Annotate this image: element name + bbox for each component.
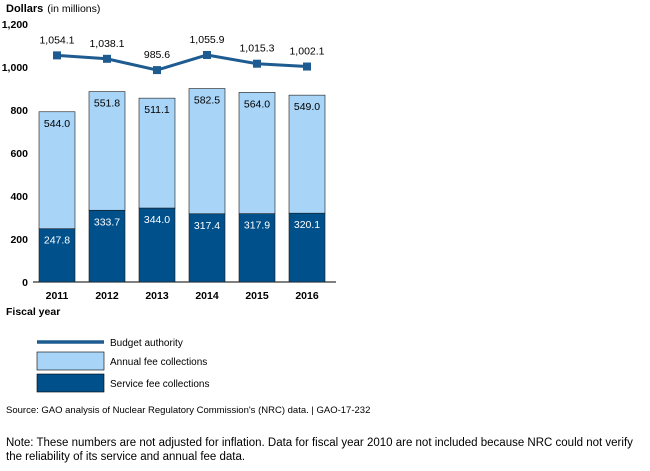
- bar-label-service-2012: 333.7: [94, 216, 120, 228]
- bar-annual-2013: [138, 97, 176, 209]
- bar-annual-2015: [238, 92, 276, 214]
- y-axis-label-main: Dollars: [6, 3, 43, 15]
- budget-line-path: [56, 53, 308, 72]
- y-tick-label: 200: [10, 234, 28, 246]
- bar-annual-2016: [288, 94, 326, 214]
- legend-label-annual: Annual fee collections: [110, 357, 207, 368]
- budget-label-2014: 1,055.9: [189, 34, 224, 46]
- legend: Budget authority Annual fee collections …: [36, 338, 210, 393]
- bar-label-service-2016: 320.1: [294, 219, 320, 231]
- bar-service-2011: [38, 228, 76, 283]
- legend-label-service: Service fee collections: [110, 379, 210, 390]
- source-line: Source: GAO analysis of Nuclear Regulato…: [6, 405, 370, 416]
- budget-label-2012: 1,038.1: [89, 38, 124, 50]
- x-category-2016: 2016: [295, 290, 319, 302]
- bar-service-2016: [288, 212, 326, 283]
- bar-service-2014: [188, 213, 226, 283]
- legend-label-budget: Budget authority: [110, 338, 183, 349]
- legend-swatch-service: [36, 373, 105, 393]
- budget-label-2013: 985.6: [144, 49, 170, 61]
- y-tick-label: 800: [10, 105, 28, 117]
- bar-label-annual-2015: 564.0: [244, 98, 270, 110]
- bar-label-service-2014: 317.4: [194, 220, 220, 232]
- bar-label-annual-2012: 551.8: [94, 98, 120, 110]
- budget-label-2016: 1,002.1: [289, 46, 324, 58]
- bar-annual-2012: [88, 91, 126, 211]
- budget-point-2012: [103, 54, 111, 63]
- bar-label-service-2013: 344.0: [144, 214, 170, 226]
- budget-label-2011: 1,054.1: [39, 34, 74, 46]
- bar-service-2015: [238, 213, 276, 283]
- bar-label-annual-2011: 544.0: [44, 118, 70, 130]
- bar-label-annual-2014: 582.5: [194, 95, 220, 107]
- budget-point-2016: [303, 62, 311, 71]
- y-axis-label: Dollars (in millions): [6, 3, 100, 15]
- budget-point-2011: [53, 51, 61, 60]
- y-tick-label: 1,000: [2, 62, 28, 74]
- bar-label-service-2011: 247.8: [44, 235, 70, 247]
- x-category-2015: 2015: [245, 290, 269, 302]
- y-tick-label: 600: [10, 148, 28, 160]
- budget-point-2013: [153, 66, 161, 75]
- bar-service-2013: [138, 207, 176, 283]
- x-categories: 2011 2012 2013 2014 2015 2016: [46, 290, 319, 302]
- y-tick-label: 1,200: [2, 19, 28, 31]
- budget-label-2015: 1,015.3: [239, 43, 274, 55]
- footnote: Note: These numbers are not adjusted for…: [6, 437, 633, 463]
- x-category-2014: 2014: [195, 290, 219, 302]
- x-category-2013: 2013: [145, 290, 169, 302]
- budget-line: 1,054.1 1,038.1 985.6 1,055.9 1,015.3 1,002.1: [39, 34, 325, 75]
- budget-point-2014: [203, 50, 211, 59]
- bar-annual-2011: [38, 111, 76, 230]
- bar-label-service-2015: 317.9: [244, 220, 270, 232]
- y-tick-label: 0: [22, 277, 28, 289]
- x-axis-label: Fiscal year: [6, 306, 60, 318]
- x-category-2012: 2012: [95, 290, 119, 302]
- bar-labels: 247.8 544.0 333.7 551.8 344.0 511.1 317.4 582.5…: [44, 95, 320, 247]
- bar-label-annual-2013: 511.1: [144, 104, 170, 116]
- budget-point-2015: [253, 59, 261, 68]
- bars: [38, 88, 326, 283]
- bar-annual-2014: [188, 88, 226, 215]
- legend-swatch-annual: [36, 351, 105, 371]
- x-category-2011: 2011: [46, 290, 69, 302]
- y-tick-label: 400: [10, 191, 28, 203]
- bar-label-annual-2016: 549.0: [294, 101, 320, 113]
- y-ticks: 0 200 400 600 800 1,000 1,200: [2, 19, 28, 289]
- y-axis-label-unit: (in millions): [47, 3, 100, 15]
